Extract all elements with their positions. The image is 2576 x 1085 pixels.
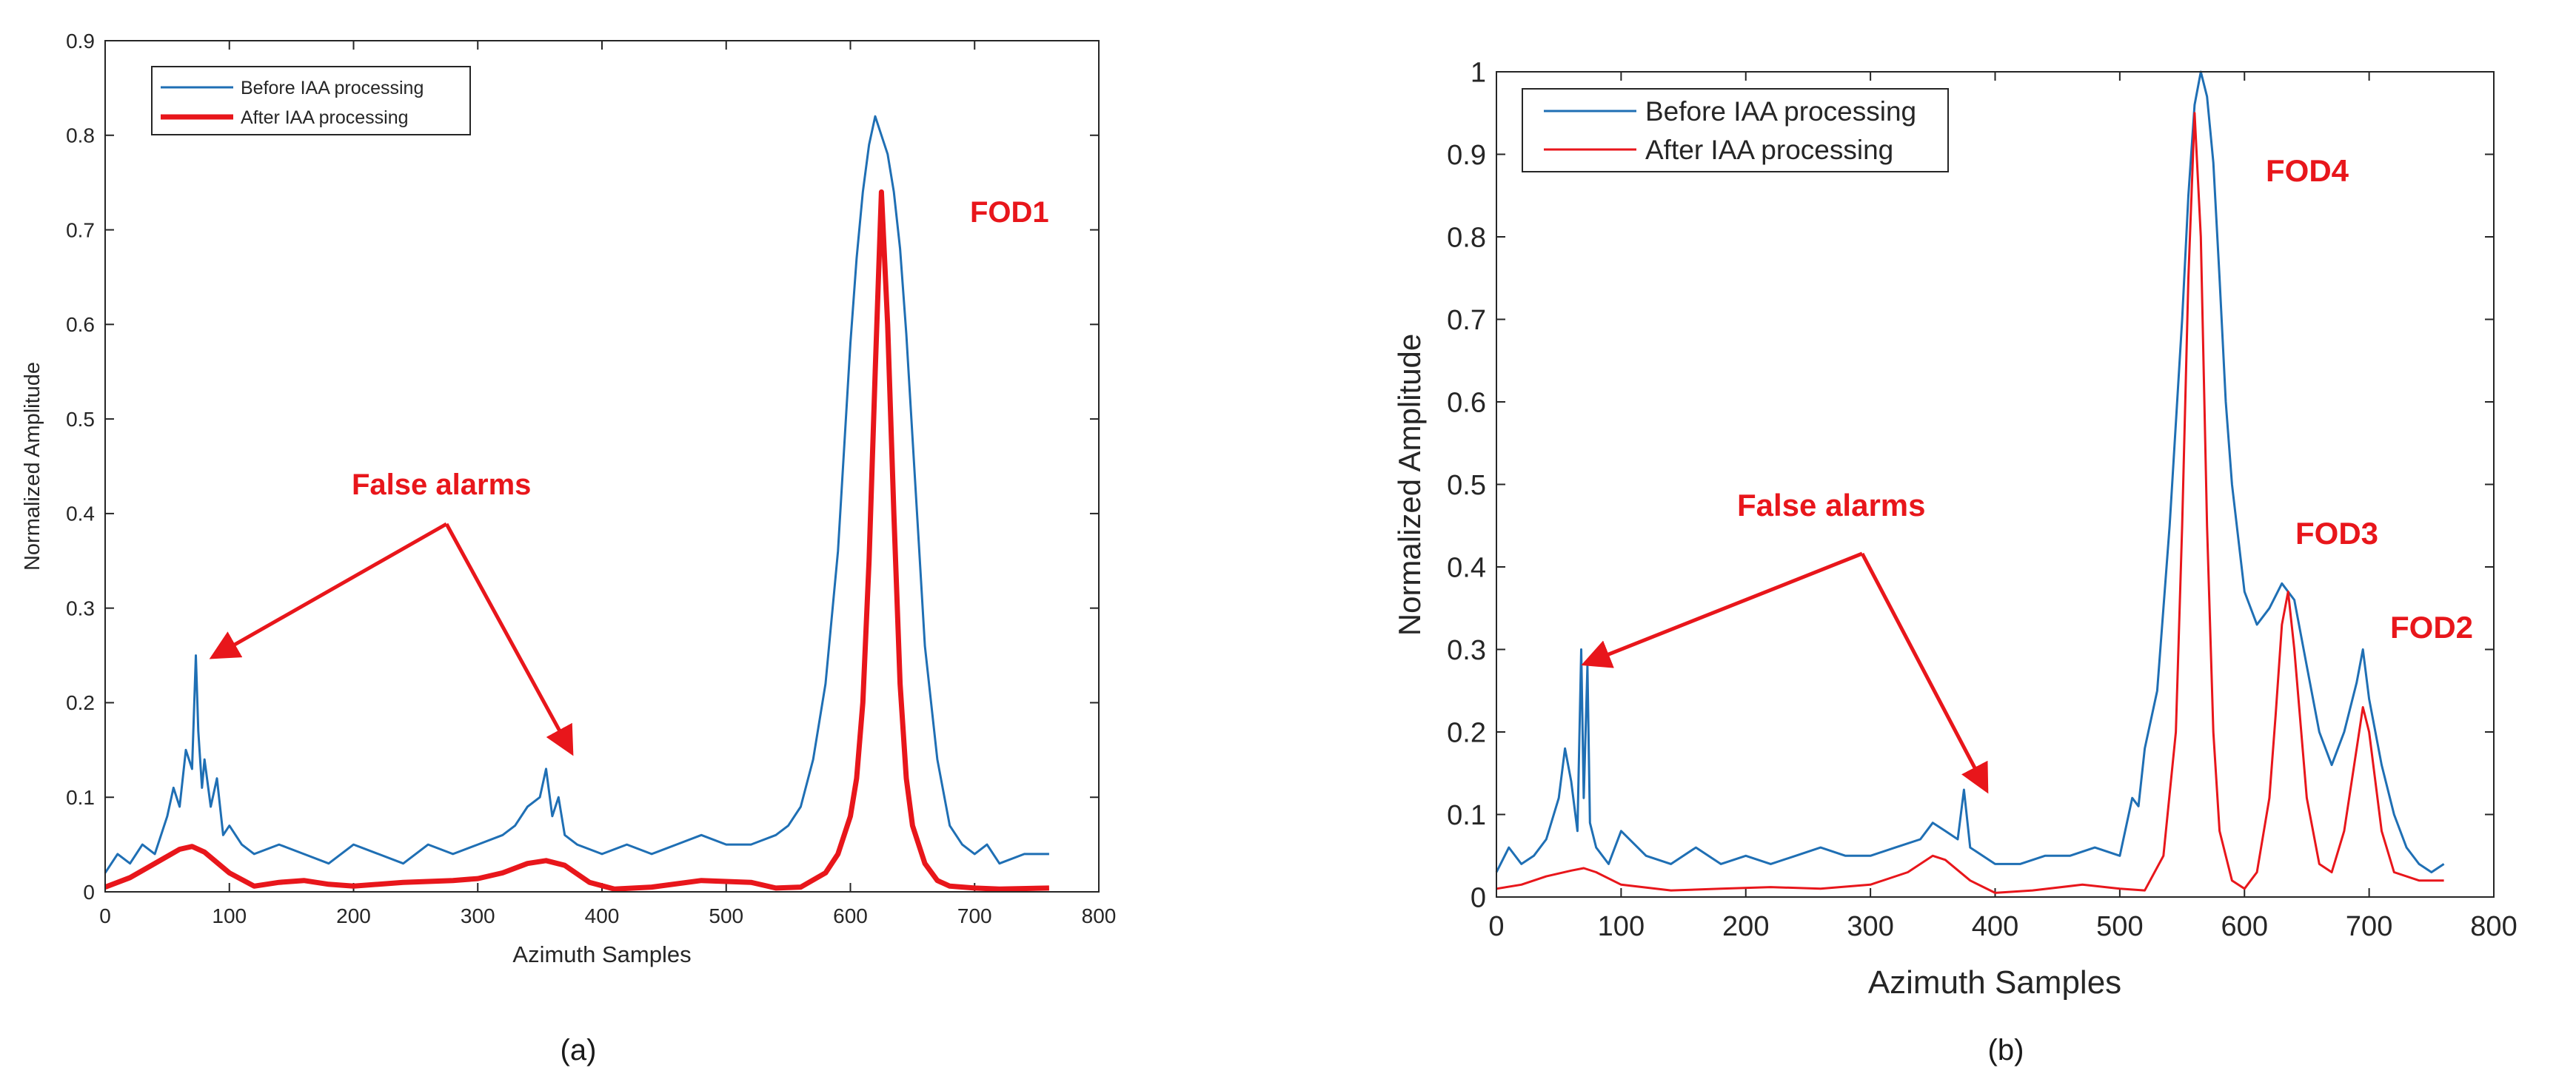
false-alarms-label-a: False alarms (352, 468, 531, 501)
y-tick-label-a: 0.1 (66, 786, 95, 809)
false-alarms-label-b: False alarms (1737, 488, 1926, 523)
x-tick-label-b: 600 (2221, 911, 2268, 942)
x-tick-label-b: 200 (1722, 911, 1769, 942)
legend-label-before-b: Before IAA processing (1645, 96, 1916, 127)
y-tick-label-b: 0.3 (1447, 635, 1486, 666)
axes-b: 0 100 200 300 400 500 600 700 800 0 0.1 0.2 0.3 0.4 0.… (1447, 57, 2518, 942)
x-tick-label-a: 400 (585, 904, 620, 927)
y-axis-label-b: Normalized Amplitude (1392, 334, 1427, 636)
y-tick-label-a: 0.3 (66, 597, 95, 619)
panel-caption-a: (a) (561, 1034, 597, 1066)
y-tick-label-b: 0.2 (1447, 717, 1486, 748)
axes-a: 0 100 200 300 400 500 600 700 800 0 0.1 0.2 0.3 0.4 0.… (66, 30, 1116, 927)
y-tick-label-a: 0.9 (66, 30, 95, 53)
x-axis-label-b: Azimuth Samples (1868, 964, 2121, 1001)
fod3-label: FOD3 (2295, 516, 2378, 551)
series-line-before-a (104, 115, 1049, 874)
legend-box-b (1522, 88, 1949, 172)
fod2-label: FOD2 (2390, 610, 2473, 645)
y-tick-label-a: 0.5 (66, 408, 95, 431)
x-tick-label-b: 800 (2470, 911, 2517, 942)
false-alarm-arrow-a2 (444, 523, 574, 756)
plot-frame-b (1496, 71, 2495, 898)
x-tick-label-b: 500 (2096, 911, 2143, 942)
y-tick-label-b: 0.4 (1447, 552, 1486, 583)
annotations-a: FOD1 False alarms (209, 196, 1049, 756)
y-tick-label-b: 0 (1471, 882, 1486, 913)
y-tick-label-a: 0 (83, 881, 95, 904)
x-tick-label-b: 700 (2346, 911, 2392, 942)
legend-label-after-a: After IAA processing (241, 107, 409, 128)
series-line-after-a (104, 189, 1049, 892)
false-alarm-arrow-b2 (1860, 552, 1989, 794)
y-tick-label-b: 0.1 (1447, 800, 1486, 831)
y-tick-label-a: 0.2 (66, 691, 95, 714)
series-line-before-b (1495, 70, 2445, 873)
x-tick-label-a: 800 (1082, 904, 1117, 927)
x-tick-label-b: 100 (1598, 911, 1645, 942)
false-alarm-arrow-a1 (209, 522, 448, 659)
panel-caption-b: (b) (1988, 1034, 2024, 1066)
y-tick-label-b: 0.8 (1447, 222, 1486, 253)
false-alarm-arrow-b1 (1581, 551, 1863, 668)
x-tick-label-a: 200 (336, 904, 371, 927)
fod1-label: FOD1 (970, 196, 1049, 229)
x-tick-label-a: 500 (709, 904, 743, 927)
series-a (104, 115, 1049, 892)
legend-label-before-a: Before IAA processing (241, 78, 424, 98)
legend-label-after-b: After IAA processing (1645, 135, 1893, 165)
y-tick-label-a: 0.8 (66, 124, 95, 147)
x-tick-label-b: 0 (1488, 911, 1504, 942)
x-tick-label-b: 300 (1847, 911, 1893, 942)
y-tick-label-b: 0.5 (1447, 470, 1486, 501)
y-tick-label-b: 1 (1471, 57, 1486, 88)
panel-b: 0 100 200 300 400 500 600 700 800 0 0.1 0.2 0.3 0.4 0.… (1392, 57, 2518, 1066)
x-axis-label-a: Azimuth Samples (512, 941, 691, 967)
legend-a: Before IAA processing After IAA processi… (151, 66, 471, 135)
x-tick-label-a: 600 (833, 904, 868, 927)
y-tick-label-a: 0.4 (66, 503, 95, 525)
x-tick-label-a: 100 (212, 904, 247, 927)
x-tick-label-a: 0 (99, 904, 111, 927)
y-tick-label-b: 0.9 (1447, 140, 1486, 171)
legend-box-a (151, 66, 471, 135)
y-tick-label-a: 0.6 (66, 313, 95, 336)
fod4-label: FOD4 (2266, 153, 2349, 188)
x-tick-label-b: 400 (1972, 911, 2018, 942)
panel-a: 0 100 200 300 400 500 600 700 800 0 0.1 0.2 0.3 0.4 0.… (21, 30, 1116, 1066)
series-line-after-b (1496, 112, 2444, 894)
annotations-b: FOD4 FOD3 FOD2 False alarms (1581, 153, 2473, 794)
legend-b: Before IAA processing After IAA processi… (1522, 88, 1949, 172)
y-tick-label-a: 0.7 (66, 218, 95, 241)
x-tick-label-a: 300 (461, 904, 495, 927)
x-tick-label-a: 700 (957, 904, 992, 927)
y-tick-label-b: 0.6 (1447, 387, 1486, 418)
plot-frame-a (104, 40, 1100, 893)
y-axis-label-a: Normalized Amplitude (21, 362, 44, 571)
series-b (1495, 70, 2445, 894)
y-tick-label-b: 0.7 (1447, 305, 1486, 336)
